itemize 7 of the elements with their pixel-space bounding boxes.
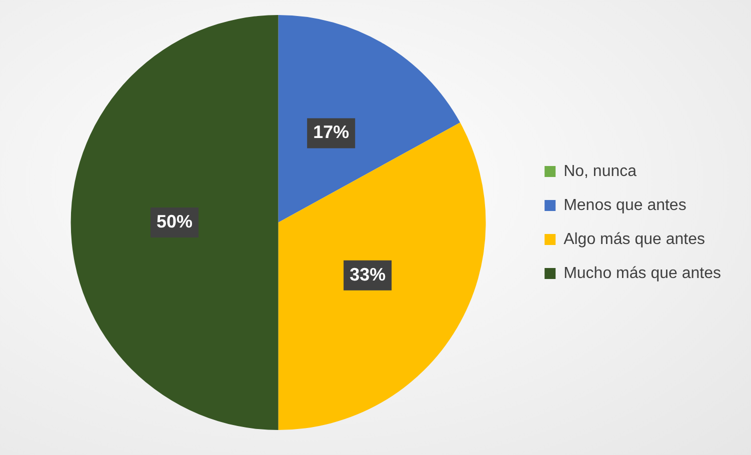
data-label: 50% xyxy=(156,211,193,232)
legend-label: No, nunca xyxy=(564,162,637,180)
legend-label: Mucho más que antes xyxy=(564,264,721,282)
legend-label: Algo más que antes xyxy=(564,230,705,248)
legend-label: Menos que antes xyxy=(564,196,686,214)
data-label: 17% xyxy=(313,122,350,142)
data-label: 33% xyxy=(350,264,386,284)
